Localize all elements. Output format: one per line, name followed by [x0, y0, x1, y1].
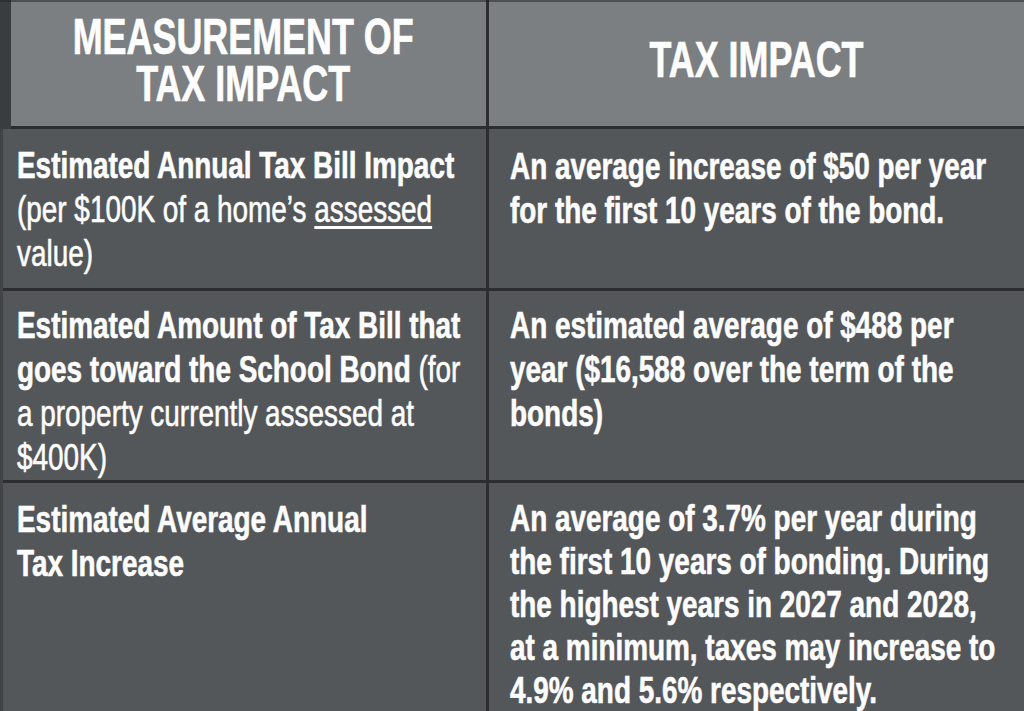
row3-measurement-cell: Estimated Average Annual Tax Increase [0, 483, 486, 711]
row1-measurement-regular-suffix: value) [17, 233, 93, 274]
row2-impact-text: An estimated average of $488 per year ($… [510, 304, 1024, 436]
row3-impact-text: An average of 3.7% per year during the f… [510, 497, 1024, 711]
row1-measurement-text: Estimated Annual Tax Bill Impact (per $1… [17, 144, 486, 276]
header-measurement-label: MEASUREMENT OF TAX IMPACT [0, 14, 486, 108]
table-grid: MEASUREMENT OF TAX IMPACT TAX IMPACT Est… [0, 0, 1024, 711]
left-edge-strip-body [0, 129, 3, 711]
row1-impact-cell: An average increase of $50 per year for … [489, 129, 1024, 288]
row1-measurement-bold: Estimated Annual Tax Bill Impact [17, 145, 454, 186]
header-cell-tax-impact: TAX IMPACT [489, 0, 1024, 126]
row2-measurement-text: Estimated Amount of Tax Bill that goes t… [17, 304, 486, 480]
row1-measurement-regular-prefix: (per $100K of a home’s [17, 189, 314, 230]
tax-impact-table: MEASUREMENT OF TAX IMPACT TAX IMPACT Est… [0, 0, 1024, 711]
row1-measurement-cell: Estimated Annual Tax Bill Impact (per $1… [0, 129, 486, 288]
row2-measurement-cell: Estimated Amount of Tax Bill that goes t… [0, 291, 486, 480]
row3-impact-cell: An average of 3.7% per year during the f… [489, 483, 1024, 711]
header-tax-impact-label: TAX IMPACT [489, 37, 1024, 84]
row2-measurement-bold: Estimated Amount of Tax Bill that goes t… [17, 305, 460, 390]
left-edge-strip-header [0, 0, 11, 129]
row2-impact-cell: An estimated average of $488 per year ($… [489, 291, 1024, 480]
row1-measurement-underlined: assessed [314, 189, 432, 230]
header-cell-measurement: MEASUREMENT OF TAX IMPACT [0, 0, 486, 126]
row3-measurement-text: Estimated Average Annual Tax Increase [17, 498, 486, 586]
top-edge-line [0, 0, 1024, 2]
row1-impact-text: An average increase of $50 per year for … [510, 145, 1024, 233]
